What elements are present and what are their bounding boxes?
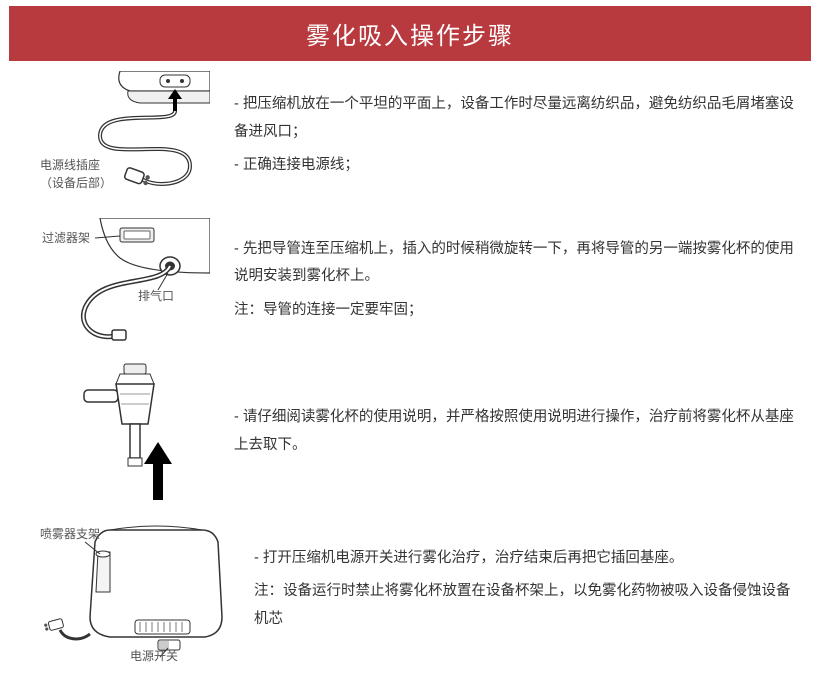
step-2: 过滤器架 排气口 - 先把导管连至压缩机上，插入的时候稍微旋转一下，再将导管的另… — [40, 218, 800, 348]
step-1-illustration: 电源线插座 （设备后部） — [40, 71, 210, 206]
step-2-text: - 先把导管连至压缩机上，插入的时候稍微旋转一下，再将导管的另一端按雾化杯的使用… — [234, 236, 800, 331]
step-3-line-1: - 请仔细阅读雾化杯的使用说明，并严格按照使用说明进行操作，治疗前将雾化杯从基座… — [234, 404, 800, 459]
step-1-line-2: - 正确连接电源线； — [234, 152, 800, 180]
step-4-line-2: 注：设备运行时禁止将雾化杯放置在设备杯架上，以免雾化药物被吸入设备侵蚀设备机芯 — [254, 578, 800, 633]
step-1-text: - 把压缩机放在一个平坦的平面上，设备工作时尽量远离纺织品，避免纺织品毛屑堵塞设… — [234, 91, 800, 186]
step-4: 喷雾器支架 电源开关 - 打开压缩机电源开关进行雾化治疗，治疗结束后再把它插回基… — [40, 522, 800, 662]
title-bar: 雾化吸入操作步骤 — [9, 6, 811, 61]
step-4-illustration: 喷雾器支架 电源开关 — [40, 522, 230, 662]
page-container: 雾化吸入操作步骤 — [0, 6, 820, 662]
step2-label-a: 过滤器架 — [42, 231, 90, 245]
step-3-text: - 请仔细阅读雾化杯的使用说明，并严格按照使用说明进行操作，治疗前将雾化杯从基座… — [234, 404, 800, 465]
step-4-line-1: - 打开压缩机电源开关进行雾化治疗，治疗结束后再把它插回基座。 — [254, 545, 800, 573]
step4-label-b: 电源开关 — [130, 649, 178, 662]
steps-list: 电源线插座 （设备后部） - 把压缩机放在一个平坦的平面上，设备工作时尽量远离纺… — [0, 71, 820, 662]
page-title: 雾化吸入操作步骤 — [9, 16, 811, 51]
step-2-illustration: 过滤器架 排气口 — [40, 218, 210, 348]
step-1: 电源线插座 （设备后部） - 把压缩机放在一个平坦的平面上，设备工作时尽量远离纺… — [40, 71, 800, 206]
step4-label-a: 喷雾器支架 — [40, 527, 100, 541]
step-4-text: - 打开压缩机电源开关进行雾化治疗，治疗结束后再把它插回基座。 注：设备运行时禁… — [254, 545, 800, 640]
step-2-line-1: - 先把导管连至压缩机上，插入的时候稍微旋转一下，再将导管的另一端按雾化杯的使用… — [234, 236, 800, 291]
step1-label-b: （设备后部） — [40, 175, 112, 190]
step-3: - 请仔细阅读雾化杯的使用说明，并严格按照使用说明进行操作，治疗前将雾化杯从基座… — [40, 360, 800, 510]
step2-label-b: 排气口 — [138, 288, 174, 303]
step-3-illustration — [40, 360, 210, 510]
step-2-line-2: 注：导管的连接一定要牢固； — [234, 297, 800, 325]
step1-label-a: 电源线插座 — [40, 157, 100, 172]
step-1-line-1: - 把压缩机放在一个平坦的平面上，设备工作时尽量远离纺织品，避免纺织品毛屑堵塞设… — [234, 91, 800, 146]
